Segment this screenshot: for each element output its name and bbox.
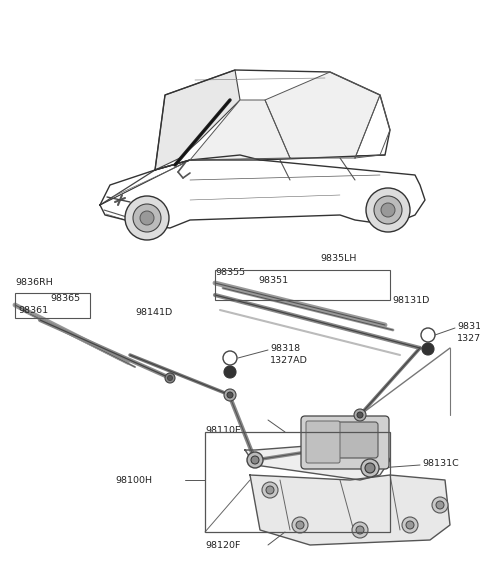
Text: 98120F: 98120F <box>205 541 240 550</box>
Circle shape <box>224 389 236 401</box>
Text: 9835LH: 9835LH <box>320 254 356 263</box>
Circle shape <box>365 463 375 473</box>
Text: 98351: 98351 <box>258 275 288 284</box>
FancyBboxPatch shape <box>306 421 340 463</box>
Circle shape <box>422 343 434 355</box>
Text: 98365: 98365 <box>50 293 80 302</box>
Polygon shape <box>190 100 290 160</box>
Text: 98361: 98361 <box>18 306 48 315</box>
Text: 98141D: 98141D <box>135 307 172 316</box>
Bar <box>15 293 90 318</box>
Text: 98355: 98355 <box>215 268 245 277</box>
FancyBboxPatch shape <box>301 416 389 469</box>
Circle shape <box>227 392 233 398</box>
Text: 98131C: 98131C <box>422 458 459 467</box>
Circle shape <box>140 211 154 225</box>
Text: 1327AD: 1327AD <box>270 356 308 365</box>
Circle shape <box>361 459 379 477</box>
Circle shape <box>366 188 410 232</box>
Circle shape <box>133 204 161 232</box>
FancyBboxPatch shape <box>327 422 378 458</box>
Polygon shape <box>250 475 450 545</box>
Circle shape <box>357 412 363 418</box>
Text: 98318: 98318 <box>270 343 300 352</box>
Circle shape <box>432 497 448 513</box>
Circle shape <box>168 375 172 380</box>
Circle shape <box>251 456 259 464</box>
Circle shape <box>352 522 368 538</box>
Polygon shape <box>155 70 240 170</box>
Circle shape <box>247 452 263 468</box>
Text: 98110E: 98110E <box>205 425 241 435</box>
Circle shape <box>406 521 414 529</box>
Circle shape <box>262 482 278 498</box>
Text: 98318: 98318 <box>457 321 480 330</box>
Bar <box>215 270 390 300</box>
Circle shape <box>374 196 402 224</box>
Circle shape <box>354 409 366 421</box>
Polygon shape <box>265 72 380 158</box>
Circle shape <box>296 521 304 529</box>
Text: 98131D: 98131D <box>392 296 430 305</box>
Circle shape <box>125 196 169 240</box>
Circle shape <box>402 517 418 533</box>
Text: 98100H: 98100H <box>115 476 152 485</box>
Circle shape <box>266 486 274 494</box>
Circle shape <box>436 501 444 509</box>
Polygon shape <box>245 445 390 480</box>
Circle shape <box>381 203 395 217</box>
Text: 1327AD: 1327AD <box>457 333 480 343</box>
Circle shape <box>224 366 236 378</box>
Bar <box>205 432 390 532</box>
Text: 9836RH: 9836RH <box>15 278 53 287</box>
Circle shape <box>356 526 364 534</box>
Circle shape <box>292 517 308 533</box>
Circle shape <box>165 373 175 383</box>
